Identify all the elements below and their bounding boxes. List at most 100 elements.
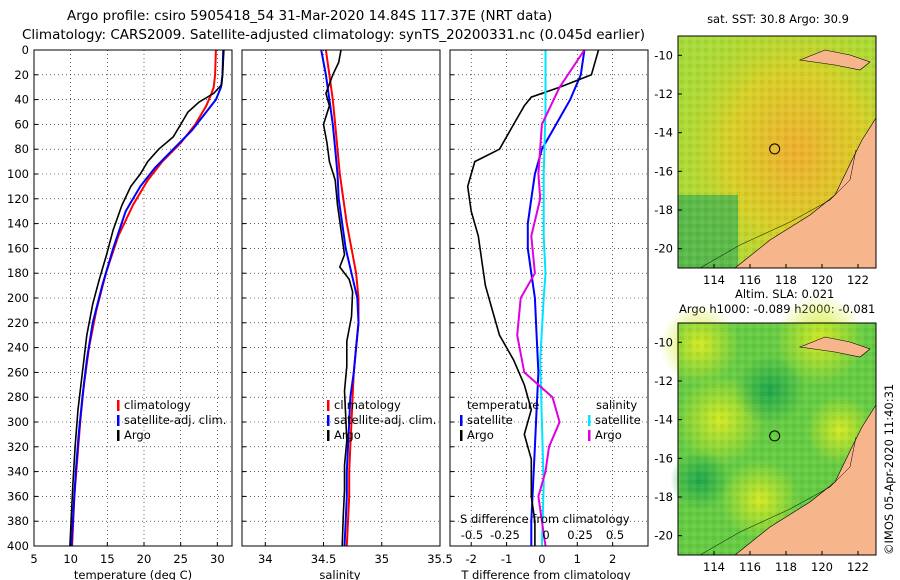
inner-xlabel: S difference from climatology xyxy=(460,512,630,526)
inner-xtick-label: 0.25 xyxy=(567,528,593,542)
ytick-label: 360 xyxy=(7,489,29,503)
difference-grid xyxy=(450,49,648,547)
temperature-grid xyxy=(33,49,232,547)
xtick-label: 2 xyxy=(609,552,616,566)
map2-profile-location xyxy=(769,430,781,442)
map-ytick-label: -16 xyxy=(654,164,673,178)
temperature-lines xyxy=(69,50,225,546)
map2-frame xyxy=(677,322,877,556)
legend-swatch-climatology xyxy=(117,400,120,411)
legend-label-satellite-adj: satellite-adj. clim. xyxy=(124,413,226,427)
map-ytick-label: -14 xyxy=(654,413,673,427)
salinity-xlabel: salinity xyxy=(319,568,360,580)
map1-title: sat. SST: 30.8 Argo: 30.9 xyxy=(707,12,849,26)
series-line xyxy=(322,50,354,546)
map2-isobath xyxy=(699,436,857,556)
xtick-label: 10 xyxy=(63,552,78,566)
map1-land-island xyxy=(798,49,871,71)
map-ytick-label: -18 xyxy=(654,490,673,504)
xtick-label: 25 xyxy=(173,552,188,566)
legend-title-temperature: temperature xyxy=(467,398,539,412)
map-ytick-label: -20 xyxy=(654,529,673,543)
series-line xyxy=(70,50,225,546)
ytick-label: 20 xyxy=(14,68,29,82)
xtick-label: -1 xyxy=(501,552,512,566)
legend-swatch-argo xyxy=(327,430,330,441)
ytick-label: 100 xyxy=(7,167,29,181)
legend-swatch-climatology xyxy=(327,400,330,411)
ytick-label: 300 xyxy=(7,415,29,429)
map-ytick-label: -12 xyxy=(654,87,673,101)
ytick-label: 160 xyxy=(7,241,29,255)
legend-swatch-sal-satellite xyxy=(588,415,591,426)
inner-xtick-label: -0.25 xyxy=(490,528,520,542)
difference-panel: -2 -1 0 1 2 T difference from climatology te… xyxy=(449,49,649,580)
salinity-legend: climatology satellite-adj. clim. Argo xyxy=(327,398,436,442)
ytick-label: 40 xyxy=(14,93,29,107)
salinity-frame xyxy=(241,49,441,547)
legend-swatch-temp-argo xyxy=(460,430,463,441)
difference-frame xyxy=(449,49,649,547)
inner-xtick-label: 0.5 xyxy=(606,528,624,542)
ytick-label: 340 xyxy=(7,465,29,479)
series-line xyxy=(466,50,600,546)
ytick-label: 0 xyxy=(22,43,29,57)
ytick-label: 240 xyxy=(7,341,29,355)
ytick-label: 180 xyxy=(7,266,29,280)
temperature-legend: climatology satellite-adj. clim. Argo xyxy=(117,398,226,442)
legend-swatch-satellite-adj xyxy=(117,415,120,426)
series-line xyxy=(516,50,586,546)
map-xtick-label: 114 xyxy=(703,273,725,287)
xtick-label: 20 xyxy=(137,552,152,566)
figure-title-line2: Climatology: CARS2009. Satellite-adjuste… xyxy=(22,27,645,43)
series-line xyxy=(539,50,547,546)
xtick-label: 35 xyxy=(374,552,389,566)
sst-map xyxy=(677,35,877,269)
difference-lines xyxy=(466,50,600,546)
imos-credit: ©IMOS 05-Apr-2020 11:40:31 xyxy=(882,384,896,555)
legend-label-climatology: climatology xyxy=(334,398,401,412)
legend-label-climatology: climatology xyxy=(124,398,191,412)
map1-ticks: 114 116 118 120 122 -10 -12 -14 -16 -18 -20 xyxy=(654,48,869,287)
legend-label-satellite-adj: satellite-adj. clim. xyxy=(334,413,436,427)
legend-label-temp-satellite: satellite xyxy=(467,413,513,427)
xtick-label: 35.5 xyxy=(427,552,453,566)
legend-label-sal-argo: Argo xyxy=(595,428,622,442)
difference-legend: temperature salinity satellite Argo sate… xyxy=(460,398,641,442)
map-ytick-label: -10 xyxy=(654,335,673,349)
series-line xyxy=(324,50,360,546)
map1-isobath xyxy=(699,149,857,269)
legend-swatch-argo xyxy=(117,430,120,441)
map-xtick-label: 118 xyxy=(775,560,797,574)
series-line xyxy=(526,50,586,546)
map-xtick-label: 116 xyxy=(739,273,761,287)
ytick-label: 60 xyxy=(14,117,29,131)
map-xtick-label: 122 xyxy=(847,560,869,574)
temperature-xlabel: temperature (deg C) xyxy=(74,568,192,580)
ytick-label: 140 xyxy=(7,217,29,231)
xtick-label: -2 xyxy=(465,552,476,566)
ytick-label: 200 xyxy=(7,291,29,305)
temperature-frame xyxy=(33,49,233,547)
inner-xtick-label: -0.5 xyxy=(461,528,483,542)
salinity-grid xyxy=(242,49,441,547)
map-ytick-label: -12 xyxy=(654,374,673,388)
legend-label-temp-argo: Argo xyxy=(467,428,494,442)
map-xtick-label: 116 xyxy=(739,560,761,574)
legend-swatch-sal-argo xyxy=(588,430,591,441)
map-ytick-label: -10 xyxy=(654,48,673,62)
map-xtick-label: 122 xyxy=(847,273,869,287)
ytick-label: 400 xyxy=(7,539,29,553)
map2-ticks: 114 116 118 120 122 -10 -12 -14 -16 -18 -20 xyxy=(654,335,869,574)
map-xtick-label: 114 xyxy=(703,560,725,574)
salinity-panel: 34 34.5 35 35.5 salinity climatology satell… xyxy=(241,49,453,580)
map-ytick-label: -18 xyxy=(654,203,673,217)
legend-swatch-temp-satellite xyxy=(460,415,463,426)
xtick-label: 1 xyxy=(574,552,581,566)
ytick-label: 380 xyxy=(7,514,29,528)
inner-xticks: -0.5 -0.25 0 0.25 0.5 xyxy=(461,528,624,542)
xtick-label: 34 xyxy=(258,552,273,566)
temperature-panel: 0 20 40 60 80 100 120 140 160 180 200 220 240 260 280 3… xyxy=(7,43,233,580)
xtick-label: 5 xyxy=(30,552,37,566)
